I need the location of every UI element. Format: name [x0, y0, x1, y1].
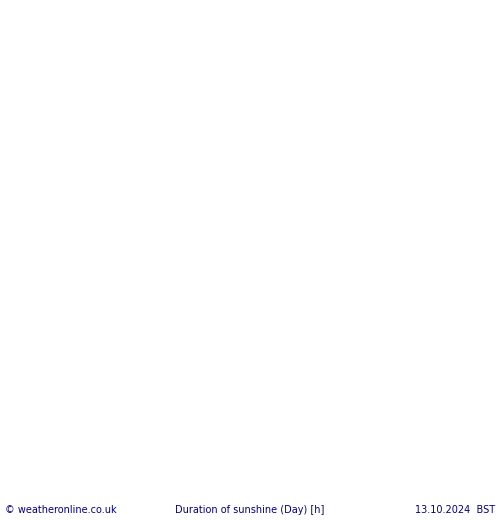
Text: Duration of sunshine (Day) [h]: Duration of sunshine (Day) [h]: [176, 504, 324, 515]
Text: 13.10.2024  BST: 13.10.2024 BST: [415, 504, 495, 515]
Text: © weatheronline.co.uk: © weatheronline.co.uk: [5, 504, 116, 515]
